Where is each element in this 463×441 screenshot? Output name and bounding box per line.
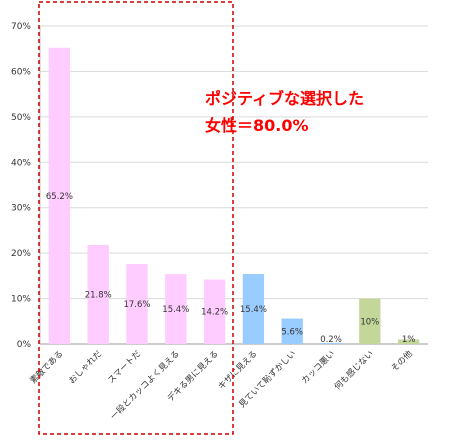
bar: [203, 279, 226, 344]
y-tick-label: 50%: [11, 113, 31, 123]
data-label: 15.4%: [240, 305, 267, 315]
y-tick-label: 70%: [11, 22, 31, 32]
bar: [359, 298, 381, 344]
bar: [320, 343, 342, 344]
category-label: 素敵である: [28, 348, 66, 386]
y-tick-label: 10%: [11, 295, 31, 305]
annotation-line-2: 女性＝80.0%: [205, 116, 309, 135]
category-label: カッコ悪い: [300, 349, 337, 386]
annotation-line-1: ポジティブな選択した: [205, 89, 364, 108]
bars: [48, 47, 420, 344]
data-label: 0.2%: [320, 335, 342, 345]
category-label: おしゃれだ: [67, 349, 104, 386]
bar: [48, 47, 71, 344]
data-label: 1%: [402, 335, 416, 345]
category-label: スマートだ: [106, 349, 143, 386]
y-tick-label: 0%: [17, 340, 32, 350]
y-tick-label: 30%: [11, 204, 31, 214]
category-label: その他: [389, 348, 415, 374]
bar: [126, 264, 148, 344]
y-tick-label: 20%: [11, 249, 31, 259]
category-label: 一段とカッコよく見える: [108, 348, 182, 422]
x-axis-category-labels: 素敵である おしゃれだ スマートだ一段とカッコよく見えるデキる男に見えるキザに見える…: [28, 348, 415, 422]
data-label: 14.2%: [201, 308, 228, 318]
data-label: 10%: [360, 317, 379, 327]
y-axis-ticks: 0% 10% 20% 30% 40% 50% 60% 70%: [11, 22, 31, 350]
positive-highlight-box: [38, 1, 234, 435]
category-label: 何も感じない: [332, 348, 376, 392]
data-label: 65.2%: [46, 192, 73, 202]
data-label: 15.4%: [162, 305, 189, 315]
bar: [87, 244, 109, 344]
y-tick-label: 60%: [11, 67, 31, 77]
y-tick-label: 40%: [11, 158, 31, 168]
bar: [165, 274, 187, 344]
category-label: キザに見える: [217, 349, 260, 392]
bar: [242, 274, 265, 344]
bar: [397, 339, 420, 344]
data-label: 17.6%: [123, 300, 150, 310]
data-labels: 65.2% 21.8% 17.6% 15.4% 14.2% 15.4% 5.6% 0.2% 10…: [46, 192, 415, 345]
data-label: 21.8%: [85, 290, 112, 300]
bar: [281, 318, 303, 344]
data-label: 5.6%: [281, 327, 303, 337]
